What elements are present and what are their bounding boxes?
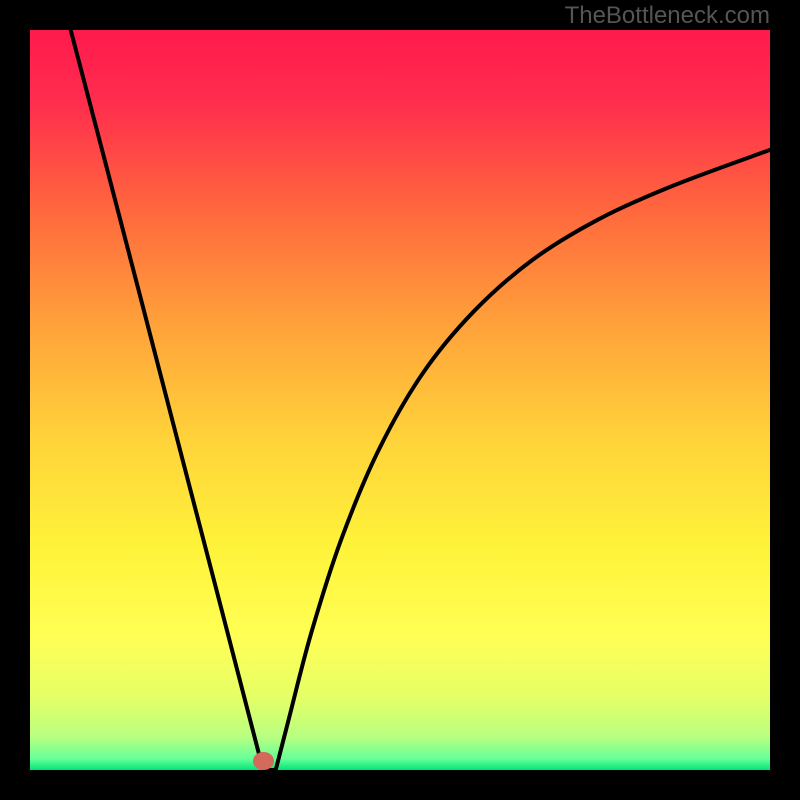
bottleneck-curve (71, 30, 770, 770)
plot-area (30, 30, 770, 770)
chart-stage: TheBottleneck.com (0, 0, 800, 800)
curve-layer (30, 30, 770, 770)
watermark-label: TheBottleneck.com (565, 2, 770, 30)
